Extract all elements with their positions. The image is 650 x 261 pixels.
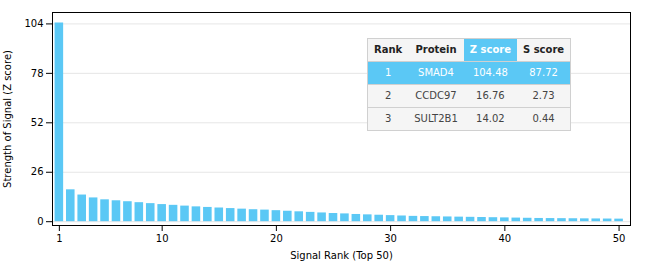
html-text:SULT2B1: SULT2B1 xyxy=(414,113,458,124)
html-text:Z score: Z score xyxy=(469,44,511,55)
html-text:Rank: Rank xyxy=(374,44,403,55)
html-text:3: 3 xyxy=(384,113,392,124)
svg-text:30: 30 xyxy=(384,233,397,244)
html-text:2.73: 2.73 xyxy=(532,90,555,101)
svg-text:26: 26 xyxy=(31,166,44,177)
html-text:S score: S score xyxy=(523,44,565,55)
svg-text:40: 40 xyxy=(498,233,511,244)
html-text:2: 2 xyxy=(384,90,392,101)
html-text:0.44: 0.44 xyxy=(532,113,555,124)
html-text:16.76: 16.76 xyxy=(476,90,505,101)
svg-text:20: 20 xyxy=(270,233,283,244)
svg-text:1: 1 xyxy=(56,233,62,244)
svg-text:78: 78 xyxy=(31,68,44,79)
svg-text:50: 50 xyxy=(613,233,626,244)
svg-text:10: 10 xyxy=(156,233,169,244)
svg-text:0: 0 xyxy=(37,216,43,227)
svg-text:104: 104 xyxy=(24,18,43,29)
svg-text:52: 52 xyxy=(31,117,44,128)
html-text:CCDC97: CCDC97 xyxy=(415,90,457,101)
svg-text:Strength of Signal (Z score): Strength of Signal (Z score) xyxy=(2,50,13,188)
html-text:1: 1 xyxy=(384,67,392,78)
html-text:87.72: 87.72 xyxy=(529,67,558,78)
html-text:Protein: Protein xyxy=(415,44,457,55)
svg-text:Signal Rank (Top 50): Signal Rank (Top 50) xyxy=(290,250,393,261)
html-text:SMAD4: SMAD4 xyxy=(418,67,454,78)
html-text:14.02: 14.02 xyxy=(476,113,505,124)
html-text:104.48: 104.48 xyxy=(472,67,508,78)
